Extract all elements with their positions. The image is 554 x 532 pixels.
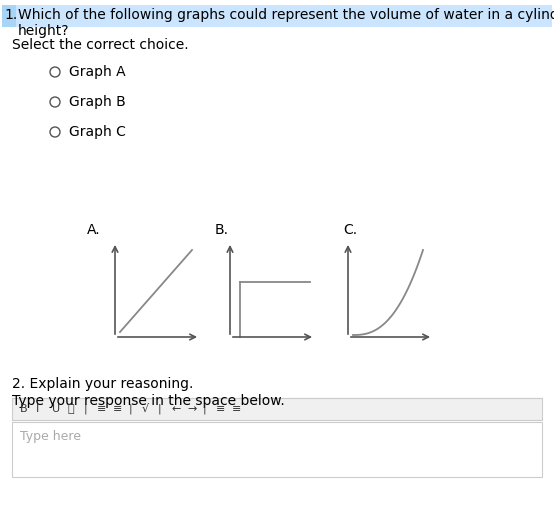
Text: ≡: ≡ <box>216 404 225 414</box>
Text: B.: B. <box>215 223 229 237</box>
Text: Type here: Type here <box>20 430 81 443</box>
Text: ←: ← <box>171 404 181 414</box>
Text: C.: C. <box>343 223 357 237</box>
Text: Which of the following graphs could represent the volume of water in a cylinder : Which of the following graphs could repr… <box>18 8 554 38</box>
Text: Graph A: Graph A <box>69 65 126 79</box>
Text: →: → <box>187 404 196 414</box>
Text: B: B <box>20 404 28 414</box>
Text: Graph C: Graph C <box>69 125 126 139</box>
Text: Select the correct choice.: Select the correct choice. <box>12 38 188 52</box>
Text: 1.: 1. <box>4 8 17 22</box>
Text: |: | <box>158 404 162 414</box>
FancyBboxPatch shape <box>2 5 552 27</box>
Text: I: I <box>36 404 39 414</box>
Text: √: √ <box>142 404 149 414</box>
Text: |: | <box>203 404 207 414</box>
FancyBboxPatch shape <box>12 398 542 420</box>
Text: ⬜: ⬜ <box>68 404 75 414</box>
FancyBboxPatch shape <box>12 422 542 477</box>
Text: U: U <box>52 404 60 414</box>
Text: ≡: ≡ <box>97 404 106 414</box>
Text: |: | <box>129 404 132 414</box>
Text: |: | <box>84 404 88 414</box>
Text: ≡: ≡ <box>113 404 122 414</box>
Text: Type your response in the space below.: Type your response in the space below. <box>12 394 285 408</box>
FancyBboxPatch shape <box>2 5 16 27</box>
Text: 2. Explain your reasoning.: 2. Explain your reasoning. <box>12 377 193 391</box>
Text: ≡: ≡ <box>232 404 242 414</box>
Text: Graph B: Graph B <box>69 95 126 109</box>
Text: A.: A. <box>87 223 101 237</box>
